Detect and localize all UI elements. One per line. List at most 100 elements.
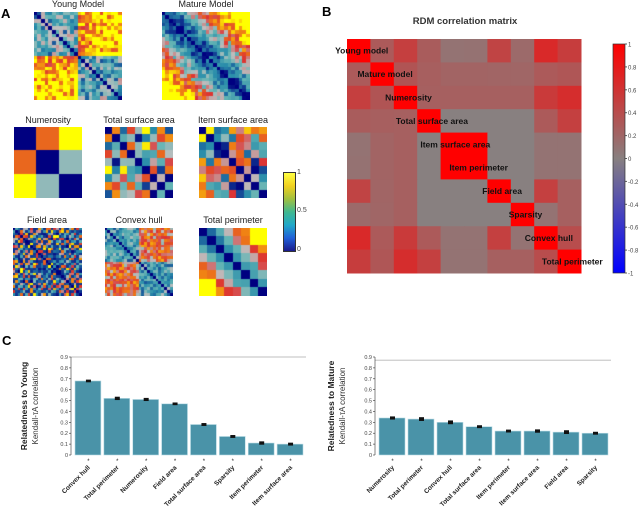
heatmap-total-perimeter — [199, 228, 267, 296]
y-tick-label: 0.2 — [60, 431, 68, 437]
rdm-cell — [417, 39, 442, 63]
bar — [552, 431, 580, 456]
rdm-colorbar-tick: -0.4 — [628, 203, 639, 209]
heatmap-item-surface-area — [199, 127, 267, 198]
rdm-colorbar-tick: 0.2 — [628, 134, 637, 140]
error-bar — [230, 435, 236, 438]
error-bar — [201, 423, 207, 426]
rdm-cell — [464, 156, 488, 180]
y-tick-label: 0.3 — [364, 420, 372, 426]
rdm-cell — [487, 39, 512, 63]
panel-label-b: B — [322, 4, 332, 19]
rdm-cell — [534, 109, 559, 134]
rdm-cell — [464, 62, 488, 87]
panel-label-c: C — [2, 333, 12, 348]
y-tick-label: 0.5 — [60, 399, 68, 405]
y-tick-label: 0.2 — [364, 431, 372, 437]
rdm-cell — [417, 202, 442, 227]
y-axis-sublabel: Kendall-τA correlation — [338, 368, 347, 445]
rdm-cell — [417, 132, 442, 157]
rdm-cell — [440, 132, 465, 157]
rdm-cell — [557, 62, 582, 87]
rdm-cell — [534, 179, 559, 204]
rdm-cell — [510, 109, 535, 134]
rdm-cell — [370, 62, 395, 87]
title-item-surface-area: Item surface area — [197, 115, 269, 125]
panel-label-a: A — [1, 6, 11, 21]
rdm-cell — [534, 39, 559, 63]
rdm-cell — [557, 39, 582, 63]
error-bar — [172, 402, 178, 406]
rdm-diagonal-label: Sparsity — [509, 210, 543, 220]
rdm-cell — [393, 156, 418, 180]
rdm-cell — [510, 202, 535, 227]
bar — [276, 443, 304, 456]
rdm-cell — [534, 202, 559, 227]
rdm-colorbar-tick: 0 — [628, 157, 632, 163]
rdm-cell — [464, 85, 488, 110]
rdm-cell — [417, 226, 442, 251]
rdm-colorbar-tick: 0.4 — [628, 111, 637, 117]
y-tick-label: 0.1 — [60, 442, 68, 448]
rdm-diagonal-label: Item perimeter — [449, 163, 508, 173]
rdm-cell — [440, 156, 465, 180]
rdm-cell — [487, 179, 512, 204]
rdm-cell — [347, 202, 371, 227]
title-mature-model: Mature Model — [178, 0, 234, 9]
rdm-cell — [510, 249, 535, 274]
heatmap-field-area — [13, 228, 82, 296]
y-tick-label: 0.4 — [364, 409, 372, 415]
error-bar — [114, 396, 120, 401]
rdm-cell — [417, 62, 442, 87]
bar — [132, 399, 159, 456]
y-axis-sublabel: Kendall-τA correlation — [31, 368, 40, 445]
rdm-cell — [393, 226, 418, 251]
x-tick-label: Convex hull — [423, 464, 454, 495]
significance-marker: * — [536, 459, 539, 465]
rdm-diagonal-label: Item surface area — [420, 139, 490, 149]
error-bar — [535, 429, 540, 433]
y-tick-label: 0 — [65, 453, 68, 459]
rdm-diagonal-label: Mature model — [357, 69, 412, 79]
rdm-cell — [417, 109, 442, 134]
rdm-cell — [534, 156, 559, 180]
title-total-perimeter: Total perimeter — [203, 215, 263, 225]
y-tick-label: 0.3 — [60, 420, 68, 426]
rdm-cell — [440, 85, 465, 110]
rdm-cell — [347, 226, 371, 251]
colorbar-a-tick: 1 — [297, 169, 301, 176]
rdm-cell — [534, 249, 559, 274]
rdm-cell — [464, 39, 488, 63]
y-tick-label: 0.9 — [60, 355, 68, 361]
y-tick-label: 0.7 — [60, 377, 68, 383]
y-tick-label: 0.1 — [364, 442, 372, 448]
rdm-cell — [440, 179, 465, 204]
y-axis-label: Relatedness to Young — [19, 362, 29, 450]
rdm-cell — [464, 249, 488, 274]
rdm-cell — [510, 226, 535, 251]
significance-marker: * — [594, 459, 597, 465]
rdm-diagonal-label: Convex hull — [525, 233, 573, 243]
rdm-cell — [370, 109, 395, 134]
y-tick-label: 0.4 — [60, 409, 68, 415]
bar — [161, 403, 188, 456]
rdm-colorbar-tick: -1 — [628, 272, 634, 278]
rdm-cell — [347, 132, 371, 157]
bar — [103, 398, 131, 456]
x-tick-label: Numerosity — [119, 464, 150, 495]
rdm-diagonal-label: Total perimeter — [542, 256, 603, 266]
bar — [465, 426, 493, 456]
rdm-cell — [557, 109, 582, 134]
rdm-cell — [347, 85, 371, 110]
rdm-cell — [510, 39, 535, 63]
rdm-cell — [557, 226, 582, 251]
rdm-cell — [347, 62, 371, 87]
title-numerosity: Numerosity — [25, 115, 71, 125]
rdm-diagonal-label: Field area — [482, 186, 522, 196]
rdm-cell — [440, 109, 465, 134]
rdm-cell — [347, 179, 371, 204]
rdm-cell — [557, 156, 582, 180]
rdm-cell — [464, 132, 488, 157]
rdm-cell — [557, 249, 582, 274]
